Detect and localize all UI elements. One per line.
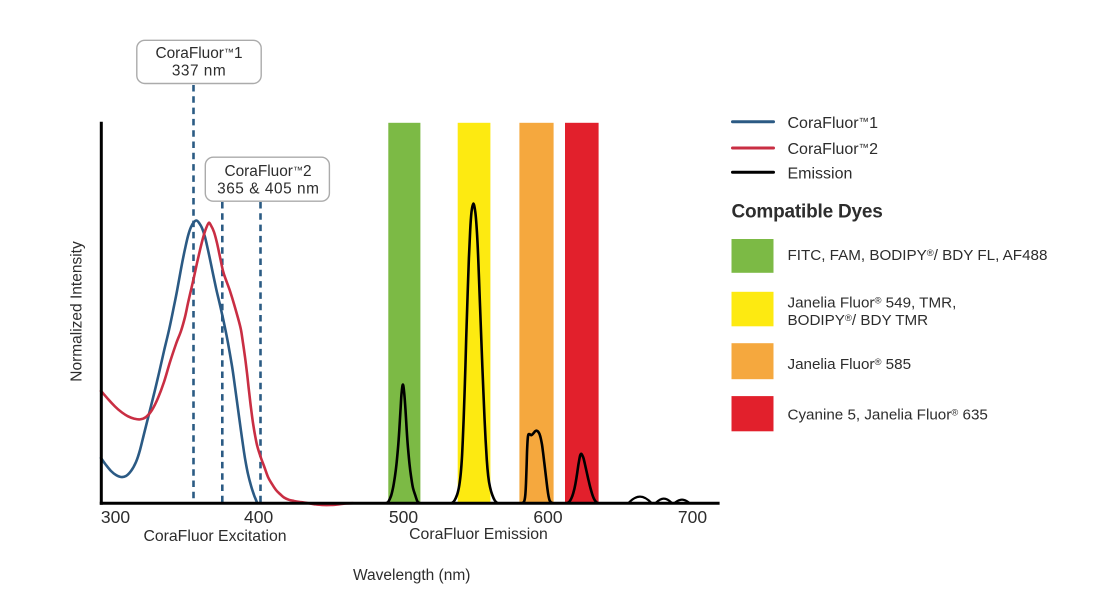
svg-text:600: 600 bbox=[533, 507, 562, 527]
svg-text:400: 400 bbox=[244, 507, 273, 527]
svg-text:CoraFluor™2: CoraFluor™2 bbox=[788, 141, 879, 158]
svg-text:Compatible Dyes: Compatible Dyes bbox=[732, 202, 883, 223]
svg-text:Janelia Fluor® 549, TMR,: Janelia Fluor® 549, TMR, bbox=[788, 295, 957, 312]
svg-text:CoraFluor Emission: CoraFluor Emission bbox=[409, 526, 548, 543]
svg-text:300: 300 bbox=[101, 507, 130, 527]
svg-text:CoraFluor Excitation: CoraFluor Excitation bbox=[143, 528, 286, 545]
svg-text:Normalized Intensity: Normalized Intensity bbox=[69, 241, 86, 382]
svg-text:CoraFluor™1: CoraFluor™1 bbox=[788, 115, 879, 132]
svg-text:700: 700 bbox=[678, 507, 707, 527]
svg-text:365 & 405 nm: 365 & 405 nm bbox=[217, 181, 319, 198]
svg-text:Janelia Fluor® 585: Janelia Fluor® 585 bbox=[788, 356, 912, 373]
svg-text:BODIPY®/ BDY TMR: BODIPY®/ BDY TMR bbox=[788, 312, 929, 329]
svg-text:Wavelength (nm): Wavelength (nm) bbox=[353, 567, 470, 584]
svg-text:500: 500 bbox=[389, 507, 418, 527]
svg-text:FITC, FAM, BODIPY®/ BDY FL, AF: FITC, FAM, BODIPY®/ BDY FL, AF488 bbox=[788, 247, 1048, 264]
svg-text:CoraFluor™1: CoraFluor™1 bbox=[156, 45, 243, 62]
svg-text:Emission: Emission bbox=[788, 166, 853, 183]
svg-text:Cyanine 5, Janelia Fluor® 635: Cyanine 5, Janelia Fluor® 635 bbox=[788, 407, 988, 424]
svg-text:337 nm: 337 nm bbox=[172, 63, 226, 80]
svg-text:CoraFluor™2: CoraFluor™2 bbox=[225, 163, 312, 180]
